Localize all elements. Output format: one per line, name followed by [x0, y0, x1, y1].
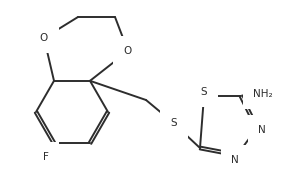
Text: O: O — [124, 46, 132, 56]
Text: NH₂: NH₂ — [253, 89, 273, 99]
Text: S: S — [201, 87, 207, 97]
Text: S: S — [171, 118, 177, 128]
Text: F: F — [43, 152, 49, 162]
Text: N: N — [258, 125, 266, 135]
Text: O: O — [40, 33, 48, 43]
Text: N: N — [231, 155, 239, 165]
